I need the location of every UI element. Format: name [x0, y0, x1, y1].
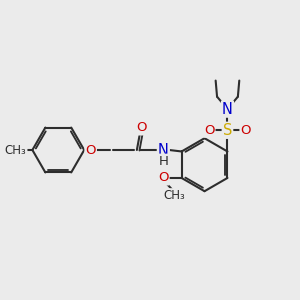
- Text: O: O: [241, 124, 251, 137]
- Text: O: O: [158, 172, 169, 184]
- Text: O: O: [85, 143, 96, 157]
- Text: CH₃: CH₃: [164, 189, 185, 202]
- Text: O: O: [204, 124, 214, 137]
- Text: N: N: [158, 142, 169, 158]
- Text: CH₃: CH₃: [5, 143, 26, 157]
- Text: H: H: [158, 155, 168, 168]
- Text: S: S: [223, 123, 232, 138]
- Text: O: O: [136, 122, 147, 134]
- Text: N: N: [222, 102, 233, 117]
